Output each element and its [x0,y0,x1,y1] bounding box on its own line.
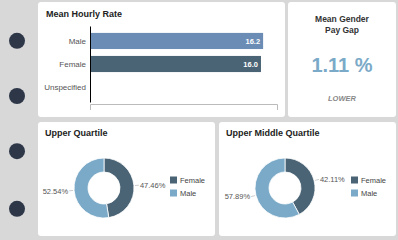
legend-swatch [170,177,177,184]
legend-label: Female [361,176,386,185]
data-label: 16.0 [243,60,258,69]
bar [90,56,261,72]
slices: 47.46% 52.54% [43,158,166,218]
y-tick-label: Female [59,60,86,69]
legend-item: Male [170,189,196,198]
legend-swatch [351,190,358,197]
background [0,0,398,240]
chart-title: Upper Middle Quartile [226,128,320,138]
data-label: 16.2 [245,37,260,46]
donut-chart: Upper Quartile 47.46% 52.54% Female Male [43,128,205,218]
legend-label: Male [180,189,196,198]
y-tick-label: Male [69,37,87,46]
kpi: Mean GenderPay Gap 1.11 % LOWER [311,14,372,103]
y-axis-line [90,27,91,103]
legend-swatch [351,177,358,184]
legend-label: Male [361,189,377,198]
bars [90,33,263,72]
card [288,2,396,117]
data-label: 42.11% [320,175,345,184]
legend-swatch [170,190,177,197]
legend-label: Female [180,176,205,185]
legend: Female Male [351,176,386,198]
leader-line [251,195,255,197]
kpi-title: Pay Gap [325,25,359,35]
bar [90,33,263,49]
y-tick: Male [69,37,90,46]
data-label: 52.54% [43,186,69,195]
x-axis [91,105,278,111]
data-label: 47.46% [140,181,166,190]
kpi-value: 1.11 % [311,54,372,76]
card [219,122,396,236]
sidebar-icon [9,88,25,104]
slice [74,158,109,218]
slice [255,158,299,218]
y-axis: Male Female Unspecified [44,27,90,103]
kpi-title: Mean Gender [315,14,370,24]
kpi-annotation: LOWER [328,94,356,103]
chart-title: Upper Quartile [45,128,108,138]
sidebar-icon [9,201,25,217]
y-tick-label: Unspecified [44,83,86,92]
x-axis-line [91,105,278,111]
leader-line [69,190,73,191]
sidebar-icon [9,143,25,159]
sidebar-icon [9,33,25,49]
donut-chart: Upper Middle Quartile 42.11% 57.89% Female M… [225,128,386,218]
slice [104,158,134,218]
dashboard: Mean Hourly Rate 16.2 16.0 Male Female Unspec… [0,0,398,240]
y-tick: Female [59,60,90,69]
slices: 42.11% 57.89% [225,158,345,218]
bar-chart: Mean Hourly Rate 16.2 16.0 Male Female Unspec… [44,9,277,110]
legend-item: Male [351,189,377,198]
legend: Female Male [170,176,205,198]
sidebar [9,33,25,217]
y-tick: Unspecified [44,83,90,92]
leader-line [135,185,139,186]
data-label: 57.89% [225,192,251,201]
card [38,2,285,117]
legend-item: Female [351,176,386,185]
chart-title: Mean Hourly Rate [46,9,122,19]
legend-item: Female [170,176,205,185]
card [38,122,215,236]
leader-line [315,179,319,181]
